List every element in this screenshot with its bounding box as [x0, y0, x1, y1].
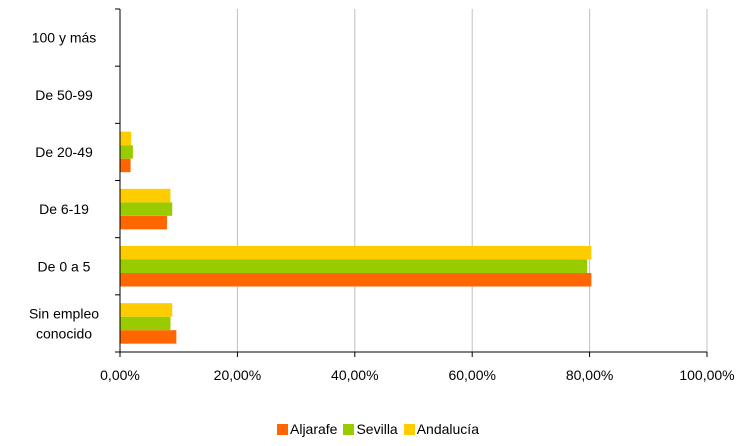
bar [120, 259, 588, 273]
category-label: De 0 a 5 [38, 258, 91, 274]
bar [120, 330, 177, 344]
legend-item-sevilla: Sevilla [343, 421, 398, 437]
bar [120, 215, 167, 230]
legend-swatch-aljarafe [277, 423, 288, 435]
bar [120, 158, 131, 173]
bar [120, 303, 173, 317]
bar [120, 131, 132, 146]
category-label: conocido [36, 325, 92, 341]
legend: Aljarafe Sevilla Andalucía [277, 420, 485, 438]
legend-label-andalucia: Andalucía [416, 421, 479, 437]
x-tick-label: 80,00% [566, 367, 613, 383]
legend-swatch-sevilla [343, 423, 355, 435]
legend-item-andalucia: Andalucía [403, 421, 479, 437]
category-label: Sin empleo [29, 305, 99, 321]
x-tick-label: 60,00% [448, 367, 495, 383]
bar [120, 246, 592, 260]
category-label: De 50-99 [35, 87, 93, 103]
x-tick-label: 0,00% [100, 367, 140, 383]
legend-label-aljarafe: Aljarafe [290, 421, 338, 437]
x-tick-label: 40,00% [331, 367, 378, 383]
category-label: 100 y más [32, 30, 97, 46]
bar [120, 188, 171, 203]
x-tick-label: 20,00% [214, 367, 261, 383]
bar [120, 273, 592, 287]
bar [120, 202, 173, 216]
bar [120, 145, 133, 159]
x-tick-label: 100,00% [679, 367, 734, 383]
legend-label-sevilla: Sevilla [356, 421, 398, 437]
bar [120, 316, 171, 331]
category-label: De 6-19 [39, 201, 89, 217]
legend-swatch-andalucia [403, 423, 415, 435]
legend-item-aljarafe: Aljarafe [277, 421, 337, 437]
category-label: De 20-49 [35, 144, 93, 160]
